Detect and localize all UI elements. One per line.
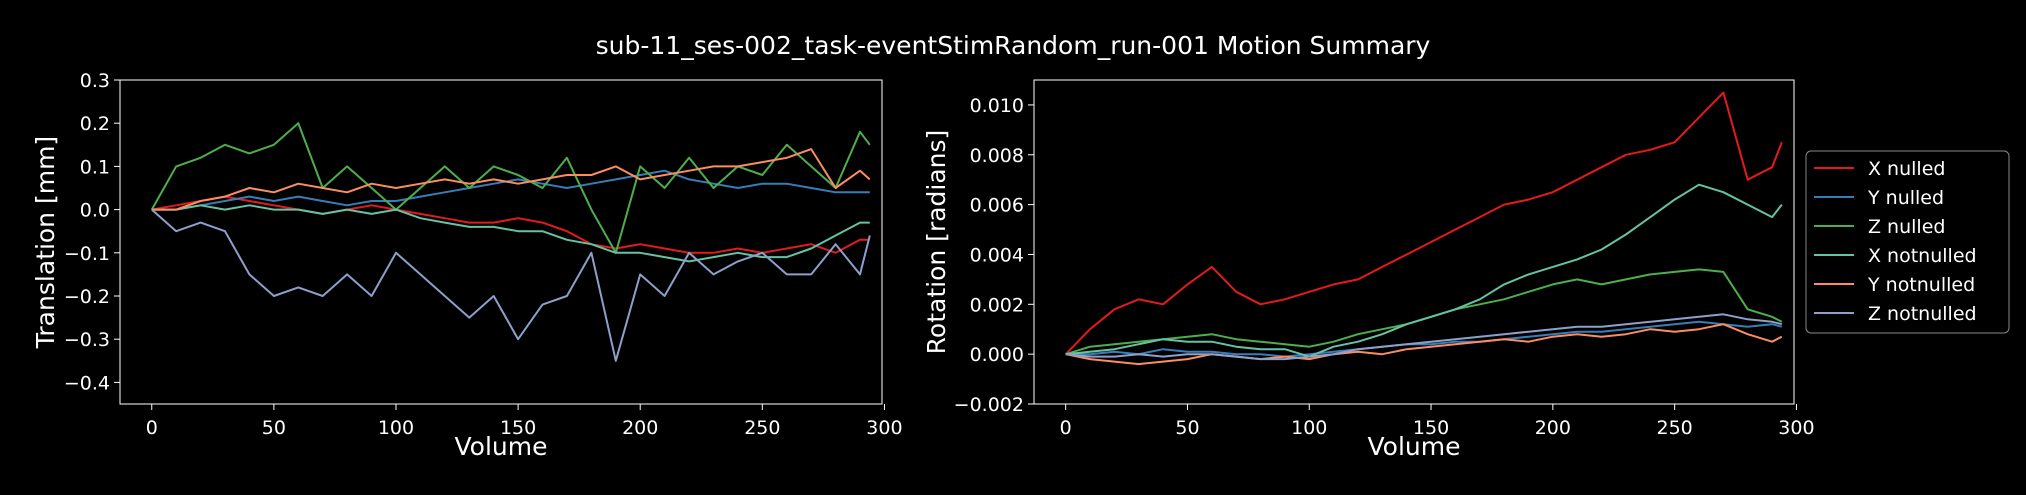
series-line-y-notnulled [151, 148, 871, 211]
series-line-z-nulled [150, 122, 871, 254]
y-tick-label: −0.1 [64, 243, 110, 265]
series-line-x-notnulled [151, 204, 870, 263]
axes-frame [1033, 79, 1795, 405]
series-line-y-notnulled [1065, 323, 1783, 366]
translation-panel: 0 50 100 150 200 250 300 −0.4 −0.3 −0.2 −0.1 0.0 0.1… [31, 70, 903, 461]
x-tick-label: 0 [146, 417, 158, 439]
legend-label: Z notnulled [1868, 303, 1977, 325]
y-tick-label: 0.1 [80, 156, 110, 178]
x-tick-label: 200 [1535, 417, 1571, 439]
y-tick-label: 0.000 [970, 344, 1024, 366]
y-tick-label: 0.004 [970, 244, 1024, 266]
x-tick-label: 150 [1413, 417, 1449, 439]
legend-label: Y notnulled [1867, 274, 1975, 296]
y-tick-label: 0.2 [80, 113, 110, 135]
y-axis-label: Translation [mm] [31, 136, 60, 349]
series-line-z-notnulled [151, 208, 871, 362]
series-line-y-nulled [1065, 320, 1783, 358]
x-tick-label: 300 [1778, 417, 1814, 439]
x-tick-label: 100 [378, 417, 414, 439]
legend: X nulled Y nulled Z nulled X notnulled Y not… [1805, 150, 2010, 334]
rotation-panel: 0 50 100 150 200 250 300 −0.002 0.000 0.002 0.004 0… [922, 79, 1815, 461]
legend-label: Z nulled [1868, 216, 1945, 238]
axes-frame [119, 79, 883, 405]
y-tick-label: 0.010 [970, 95, 1024, 117]
series-line-y-nulled [151, 169, 870, 211]
y-tick-label: 0.0 [80, 200, 110, 222]
x-tick-label: 200 [622, 417, 658, 439]
series-line-x-nulled [1064, 91, 1783, 355]
y-axis-label: Rotation [radians] [922, 130, 951, 355]
y-tick-label: 0.3 [80, 70, 110, 92]
x-tick-label: 100 [1291, 417, 1327, 439]
y-tick-label: 0.006 [970, 195, 1024, 217]
figure-title: sub-11_ses-002_task-eventStimRandom_run-… [596, 31, 1431, 60]
x-tick-label: 50 [1175, 417, 1199, 439]
series-line-z-notnulled [1065, 313, 1783, 361]
x-tick-label: 150 [500, 417, 536, 439]
x-tick-label: 300 [866, 417, 902, 439]
y-tick-label: −0.002 [954, 394, 1024, 416]
x-tick-label: 250 [744, 417, 780, 439]
legend-label: X notnulled [1868, 245, 1977, 267]
x-tick-label: 250 [1657, 417, 1693, 439]
y-tick-label: −0.2 [64, 286, 110, 308]
legend-label: Y nulled [1867, 187, 1944, 209]
x-axis-label: Volume [455, 432, 548, 461]
legend-label: X nulled [1868, 158, 1945, 180]
series-line-x-notnulled [1065, 183, 1783, 358]
y-tick-label: −0.4 [64, 372, 110, 394]
y-tick-label: 0.002 [970, 294, 1024, 316]
x-axis-label: Volume [1368, 432, 1461, 461]
x-tick-label: 0 [1060, 417, 1072, 439]
x-tick-label: 50 [262, 417, 286, 439]
y-tick-label: −0.3 [64, 329, 110, 351]
y-tick-label: 0.008 [970, 145, 1024, 167]
legend-frame [1805, 150, 2010, 334]
